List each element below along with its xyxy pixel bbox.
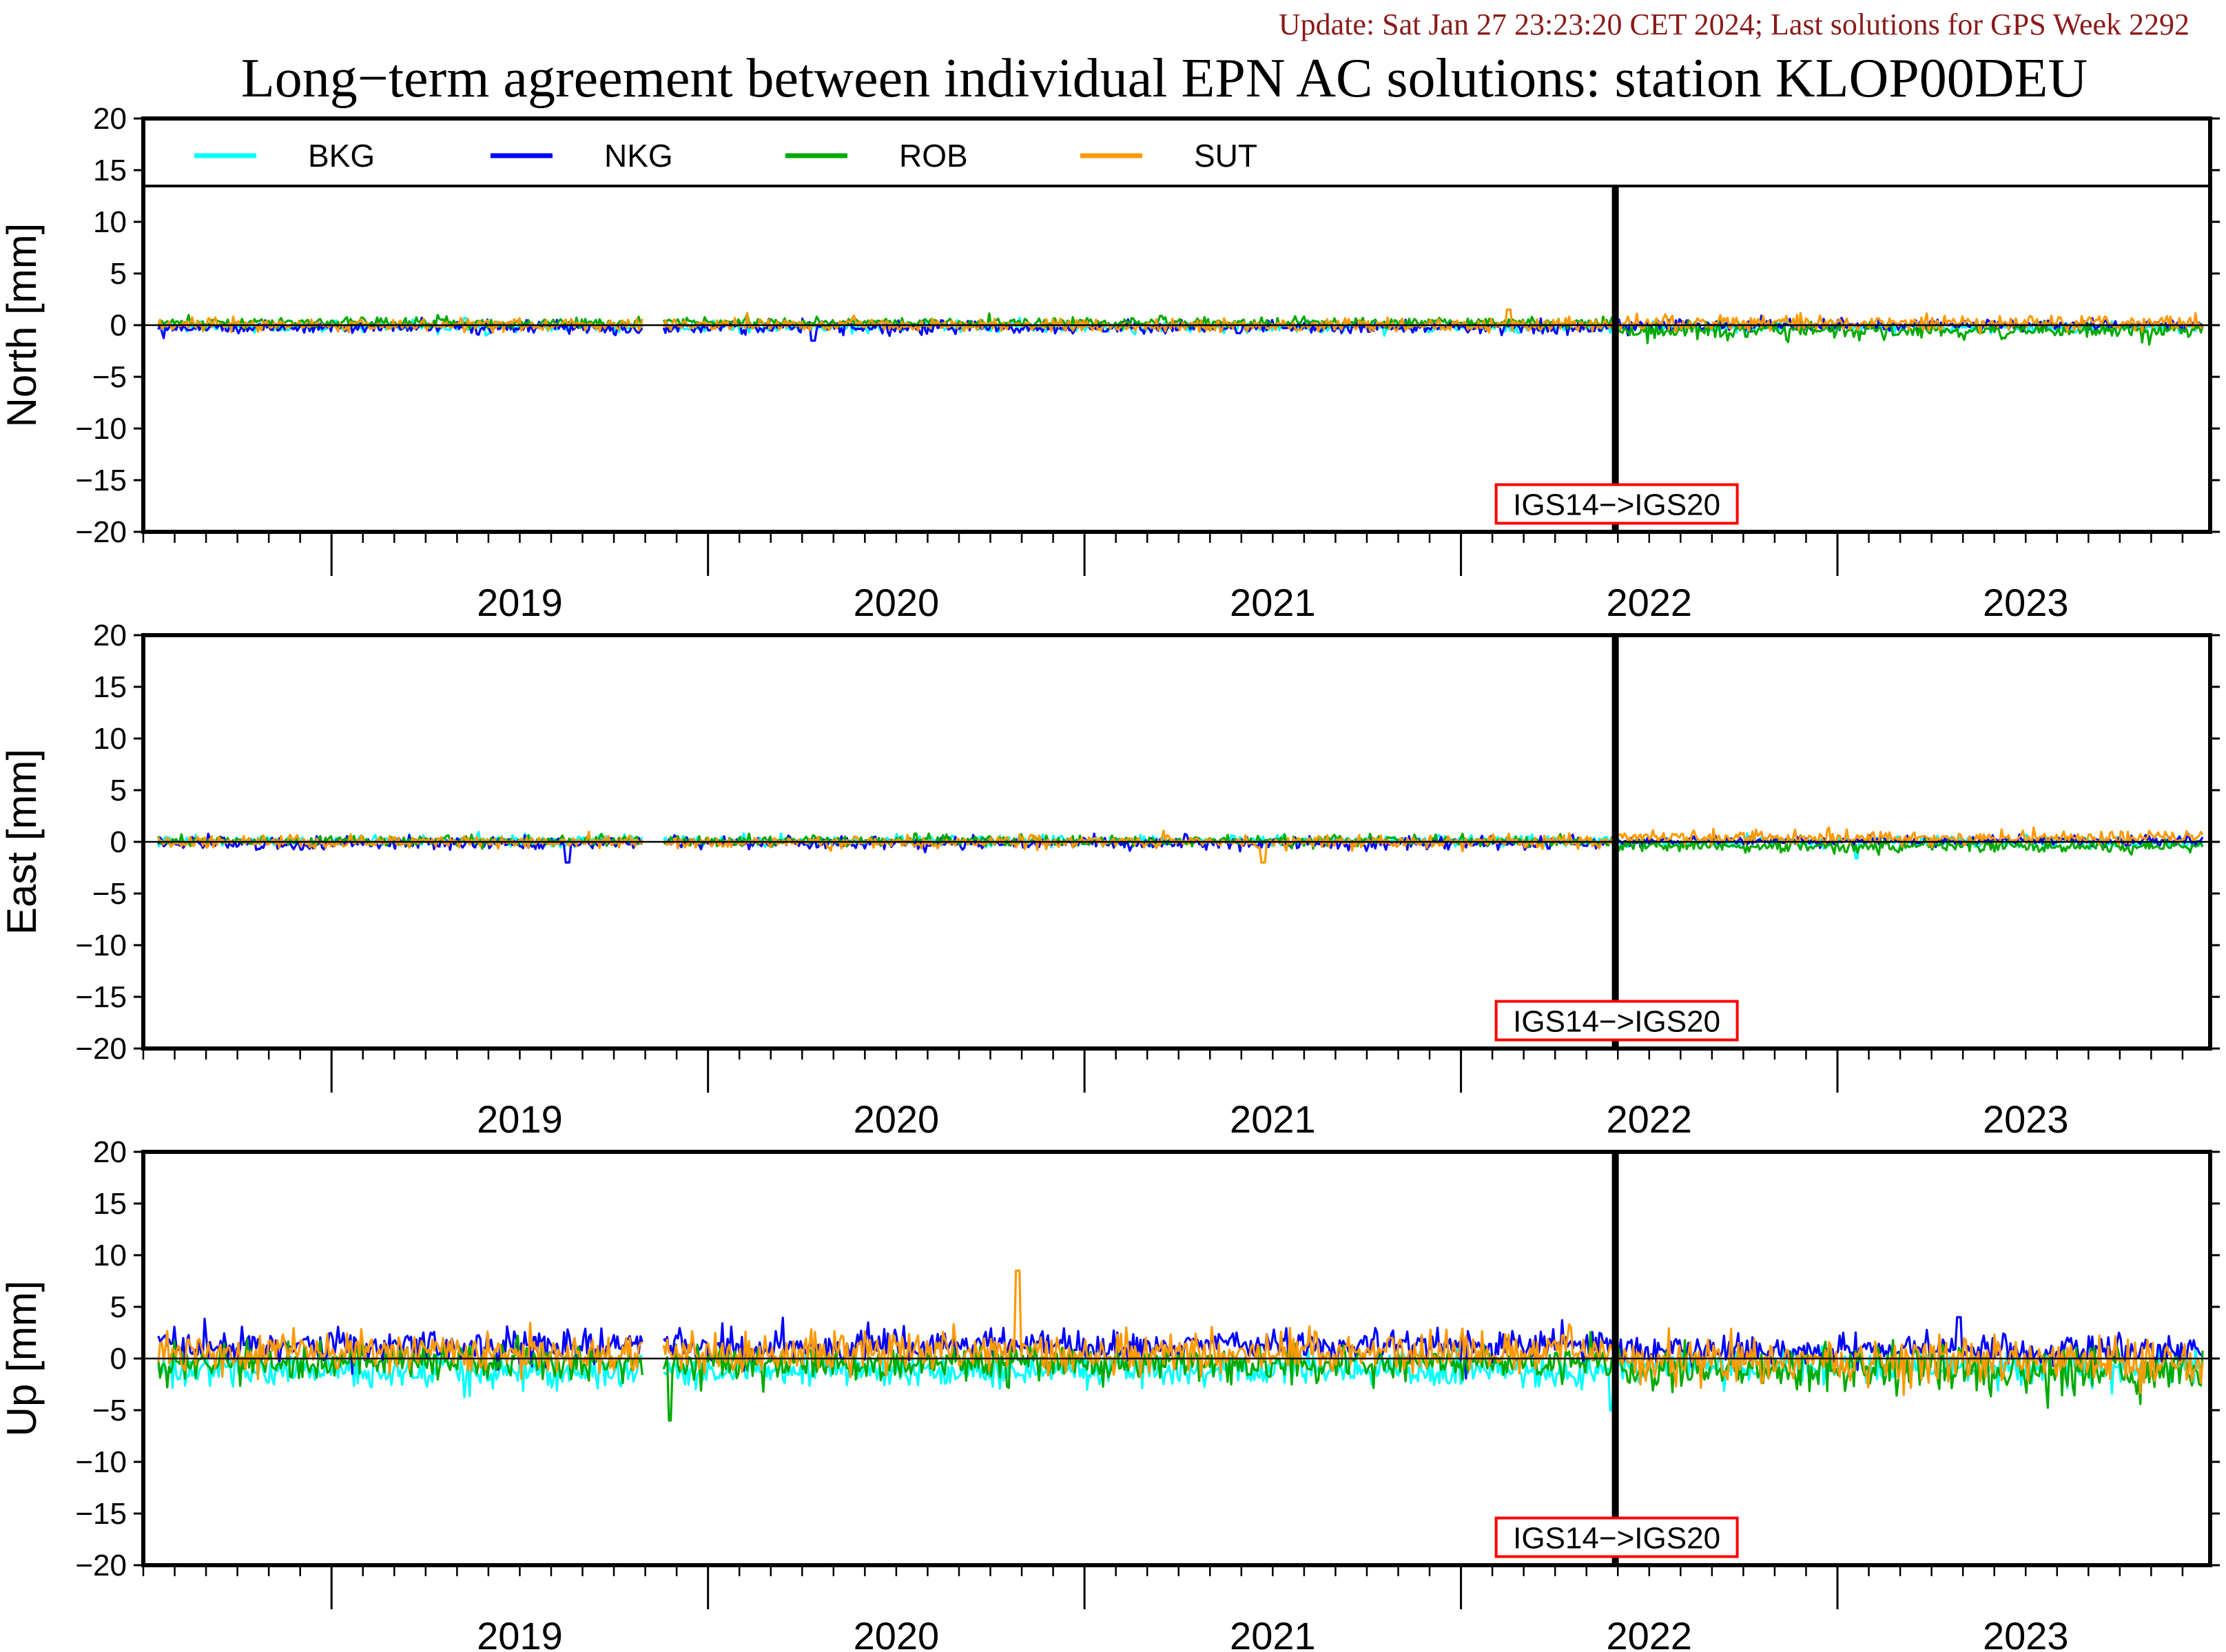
x-year-label: 2023 xyxy=(1983,1614,2069,1652)
panel-east: 20 15 10 5 0 −5 −10 −15 −20 East [mm] 2019 2020 2021… xyxy=(0,619,2220,1141)
y-tick-label: 5 xyxy=(110,774,127,807)
y-axis-label: East [mm] xyxy=(0,749,45,935)
x-year-label: 2019 xyxy=(477,1614,563,1652)
y-tick-label: 20 xyxy=(93,619,127,652)
x-year-label: 2019 xyxy=(477,1097,563,1141)
y-axis-label: Up [mm] xyxy=(0,1281,45,1437)
plot-frame xyxy=(141,633,2212,1051)
y-tick-label: −15 xyxy=(75,1497,127,1531)
update-timestamp: Update: Sat Jan 27 23:23:20 CET 2024; La… xyxy=(1279,8,2189,41)
x-year-label: 2022 xyxy=(1607,581,1693,624)
y-tick-label: 15 xyxy=(93,154,127,187)
y-tick-label: 0 xyxy=(110,309,127,342)
y-tick-label: 20 xyxy=(93,102,127,136)
y-tick-label: 15 xyxy=(93,670,127,704)
x-year-label: 2023 xyxy=(1983,581,2069,624)
plot-frame xyxy=(141,116,2212,534)
plot-frame xyxy=(141,1150,2212,1567)
y-tick-label: −15 xyxy=(75,980,127,1014)
x-year-label: 2021 xyxy=(1230,581,1316,624)
x-year-label: 2020 xyxy=(854,581,940,624)
y-tick-label: 10 xyxy=(93,1239,127,1272)
y-tick-label: 20 xyxy=(93,1135,127,1169)
x-year-label: 2023 xyxy=(1983,1097,2069,1141)
x-year-label: 2020 xyxy=(854,1614,940,1652)
frame-change-label: IGS14−>IGS20 xyxy=(1513,1522,1720,1556)
y-tick-label: −20 xyxy=(75,1032,127,1066)
legend-label-nkg: NKG xyxy=(604,138,673,174)
y-tick-label: 5 xyxy=(110,1290,127,1324)
x-year-label: 2022 xyxy=(1607,1097,1693,1141)
frame-change-box xyxy=(1494,1000,1739,1042)
x-year-label: 2022 xyxy=(1607,1614,1693,1652)
frame-change-box xyxy=(1494,1516,1739,1558)
y-tick-label: 10 xyxy=(93,205,127,239)
legend-label-sut: SUT xyxy=(1194,138,1257,174)
y-tick-label: −20 xyxy=(75,1549,127,1582)
y-tick-label: −10 xyxy=(75,929,127,962)
x-year-label: 2020 xyxy=(854,1097,940,1141)
panel-up: 20 15 10 5 0 −5 −10 −15 −20 Up [mm] 2019 2020 2021 20… xyxy=(0,1135,2220,1652)
legend-background xyxy=(143,118,2210,186)
y-tick-label: 5 xyxy=(110,257,127,291)
frame-change-label: IGS14−>IGS20 xyxy=(1513,488,1720,522)
y-tick-label: −5 xyxy=(92,877,127,911)
figure-title: Long−term agreement between individual E… xyxy=(241,48,2088,109)
panel-north: 20 15 10 5 0 −5 −10 −15 −20 North [mm] 2019 2020 202… xyxy=(0,102,2220,624)
x-year-label: 2021 xyxy=(1230,1097,1316,1141)
y-tick-label: −20 xyxy=(75,515,127,549)
y-tick-label: 10 xyxy=(93,722,127,756)
x-year-label: 2021 xyxy=(1230,1614,1316,1652)
y-tick-label: −5 xyxy=(92,360,127,394)
y-tick-label: −10 xyxy=(75,1445,127,1479)
y-tick-label: 0 xyxy=(110,825,127,859)
y-tick-label: −10 xyxy=(75,412,127,446)
legend-label-bkg: BKG xyxy=(308,138,375,174)
y-axis-label: North [mm] xyxy=(0,223,45,428)
x-year-label: 2019 xyxy=(477,581,563,624)
frame-change-box xyxy=(1494,483,1739,525)
frame-change-label: IGS14−>IGS20 xyxy=(1513,1005,1720,1039)
y-tick-label: 0 xyxy=(110,1342,127,1376)
legend-label-rob: ROB xyxy=(899,138,968,174)
y-tick-label: 15 xyxy=(93,1187,127,1221)
y-tick-label: −15 xyxy=(75,464,127,497)
y-tick-label: −5 xyxy=(92,1394,127,1427)
